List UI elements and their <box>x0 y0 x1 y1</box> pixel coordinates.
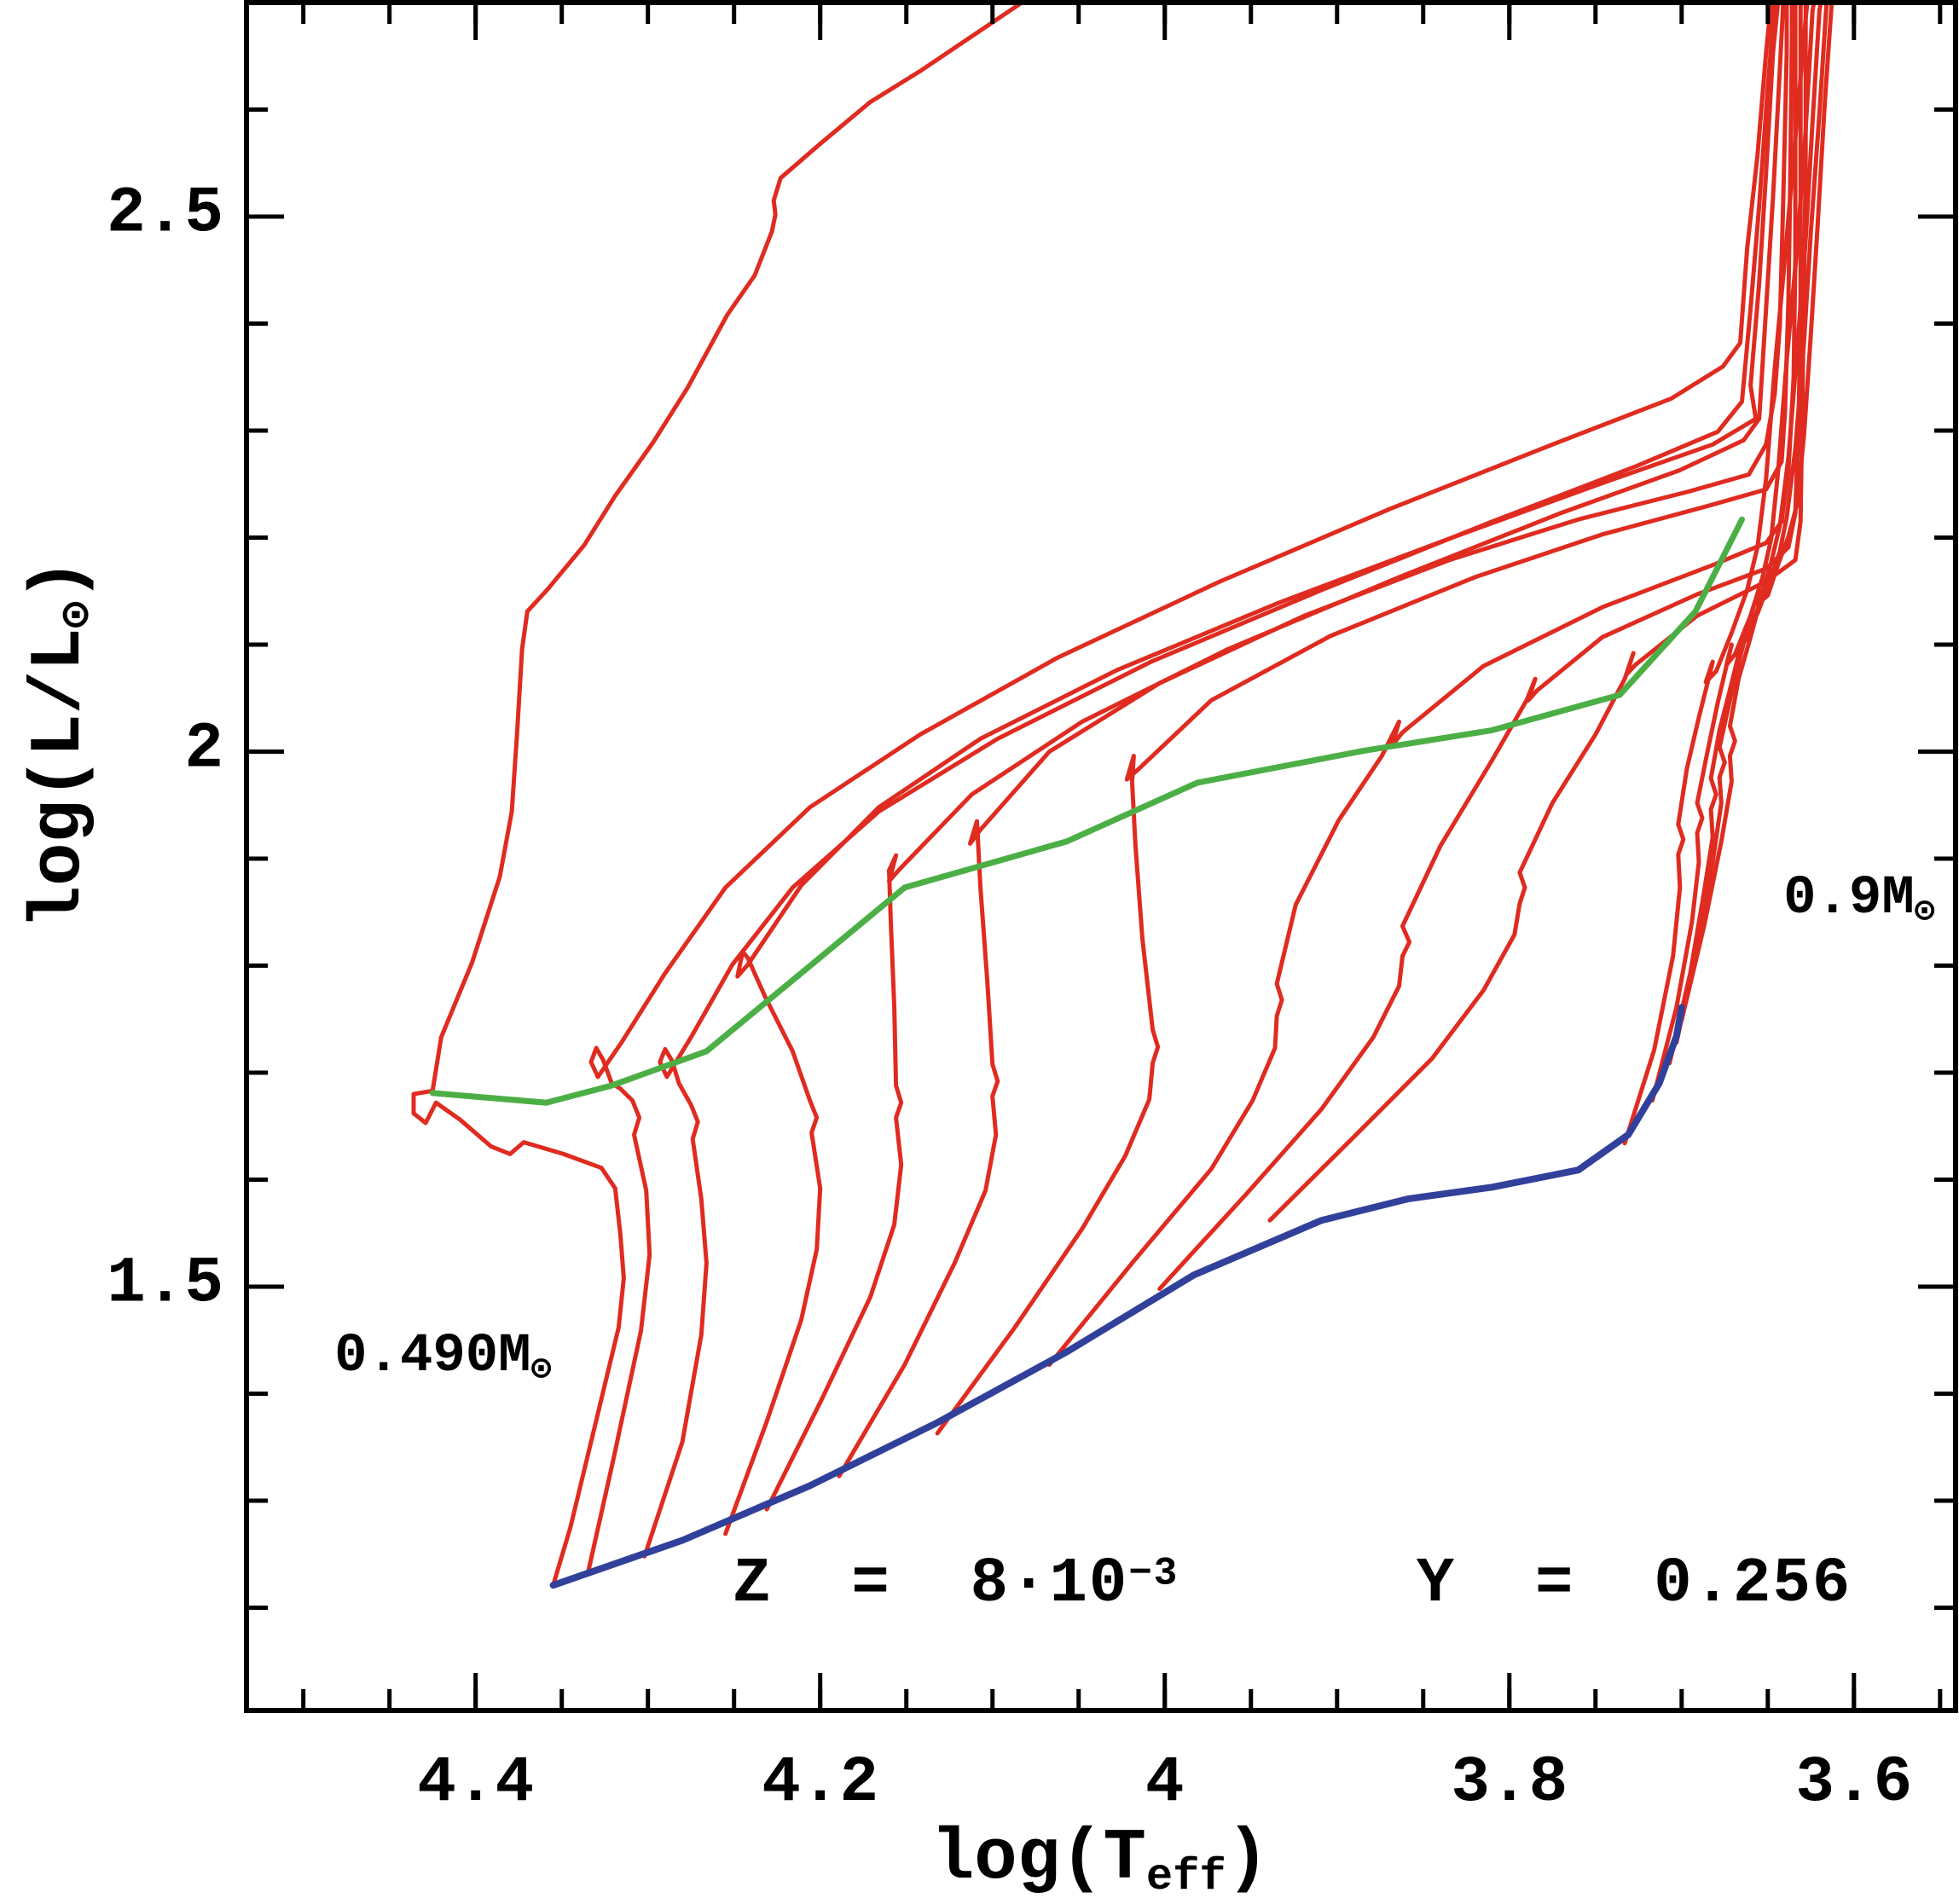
x-axis-title-close: ) <box>1226 1819 1270 1901</box>
sun-symbol: ⊙ <box>530 1350 552 1389</box>
evolution-track-14 <box>1674 3 1829 1045</box>
evolution-track-7 <box>935 3 1794 1436</box>
y-tick-label-2.5: 2.5 <box>107 177 223 251</box>
evolution-track-9 <box>1157 3 1803 1291</box>
sun-symbol: ⊙ <box>52 601 103 628</box>
y-axis-title: log(L/L⊙) <box>20 558 103 929</box>
evolution-track-2 <box>585 3 1774 1577</box>
mass-max-label: 0.9M⊙ <box>1783 867 1935 931</box>
plot-area <box>411 3 1834 1589</box>
x-tick-label-4: 4 <box>1145 1746 1185 1820</box>
y-tick-label-2: 2 <box>184 712 223 786</box>
x-tick-label-4.2: 4.2 <box>762 1746 879 1820</box>
evolution-track-11 <box>1622 3 1810 1146</box>
plot-frame <box>244 0 1958 1713</box>
x-tick-label-3.8: 3.8 <box>1451 1746 1568 1820</box>
evolution-track-3 <box>642 3 1777 1559</box>
y-axis-title-close: ) <box>20 558 101 602</box>
evolution-track-10 <box>1267 3 1808 1223</box>
evolution-track-12 <box>1650 3 1817 1103</box>
x-tick-label-3.6: 3.6 <box>1795 1746 1913 1820</box>
evolution-track-4 <box>723 3 1781 1537</box>
exponent: −3 <box>1128 1551 1179 1596</box>
he-exhaustion-line <box>429 516 1745 1106</box>
x-axis-title: log(Teff) <box>931 1819 1269 1902</box>
x-axis-title-text: log(T <box>930 1819 1146 1901</box>
evolution-track-1 <box>411 3 1026 1588</box>
composition-label: Z = 8·10−3 Y = 0.256 <box>733 1548 1852 1620</box>
zahb-line <box>549 1004 1685 1589</box>
sun-symbol: ⊙ <box>1914 892 1935 931</box>
x-tick-label-4.4: 4.4 <box>417 1746 535 1820</box>
y-tick-label-1.5: 1.5 <box>107 1247 223 1321</box>
evolution-track-15 <box>1679 3 1834 1022</box>
teff-subscript: eff <box>1145 1851 1226 1902</box>
mass-min-label: 0.490M⊙ <box>334 1325 552 1389</box>
evolution-track-13 <box>1667 3 1823 1066</box>
evolution-track-5 <box>764 3 1786 1512</box>
y-axis-title-text: log(L/L <box>20 628 101 929</box>
